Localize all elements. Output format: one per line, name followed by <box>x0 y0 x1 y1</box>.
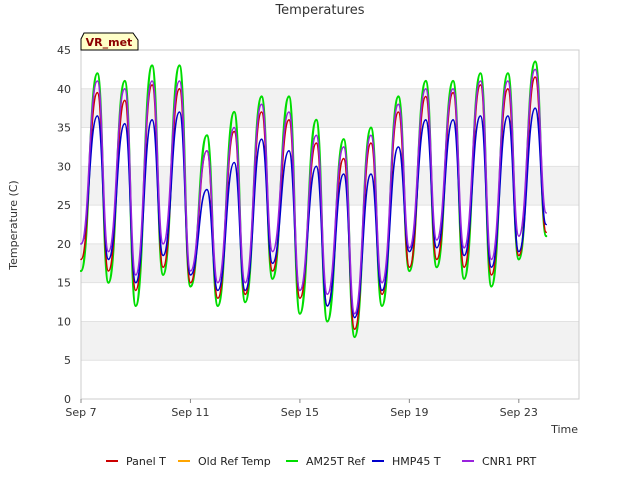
grid-band <box>81 243 579 283</box>
grid-band <box>81 127 579 167</box>
legend-label-hmp45-t: HMP45 T <box>392 455 441 468</box>
x-tick-label: Sep 7 <box>65 406 96 419</box>
y-tick-label: 30 <box>57 160 71 173</box>
grid-band <box>81 360 579 399</box>
y-tick-label: 15 <box>57 277 71 290</box>
grid-band <box>81 166 579 206</box>
y-tick-label: 10 <box>57 315 71 328</box>
y-tick-label: 0 <box>64 393 71 406</box>
y-tick-label: 40 <box>57 83 71 96</box>
legend-label-cnr1-prt: CNR1 PRT <box>482 455 537 468</box>
chart-title: Temperatures <box>274 3 364 18</box>
x-tick-label: Sep 15 <box>281 406 319 419</box>
grid-band <box>81 88 579 128</box>
station-badge-shape <box>80 32 139 51</box>
y-axis-title: Temperature (C) <box>7 180 20 270</box>
y-tick-label: 45 <box>57 44 71 57</box>
y-tick-label: 20 <box>57 238 71 251</box>
legend-label-am25t-ref: AM25T Ref <box>306 455 366 468</box>
y-axis-ticks: 0 5 10 15 20 25 30 35 40 45 <box>57 44 71 406</box>
grid-band <box>81 321 579 361</box>
x-tick-label: Sep 23 <box>500 406 538 419</box>
station-badge-label: VR_met <box>86 36 133 49</box>
grid-band <box>81 50 579 89</box>
series-lines <box>79 60 548 339</box>
legend-label-old-ref-temp: Old Ref Temp <box>198 455 271 468</box>
series-line-hmp45-t <box>80 107 547 319</box>
y-tick-label: 5 <box>64 354 71 367</box>
x-tick-label: Sep 19 <box>390 406 428 419</box>
series-line-cnr1-prt <box>80 68 547 315</box>
y-tick-label: 35 <box>57 122 71 135</box>
legend-label-panel-t: Panel T <box>126 455 166 468</box>
x-axis-ticks: Sep 7 Sep 11 Sep 15 Sep 19 Sep 23 <box>65 399 538 419</box>
y-tick-label: 25 <box>57 199 71 212</box>
x-axis-title: Time <box>550 423 578 436</box>
station-badge: VR_met <box>80 32 139 51</box>
grid-band <box>81 205 579 244</box>
plot-area-border <box>80 49 580 400</box>
legend: Panel T Old Ref Temp AM25T Ref HMP45 T CNR1 … <box>106 455 537 468</box>
x-tick-label: Sep 11 <box>171 406 209 419</box>
